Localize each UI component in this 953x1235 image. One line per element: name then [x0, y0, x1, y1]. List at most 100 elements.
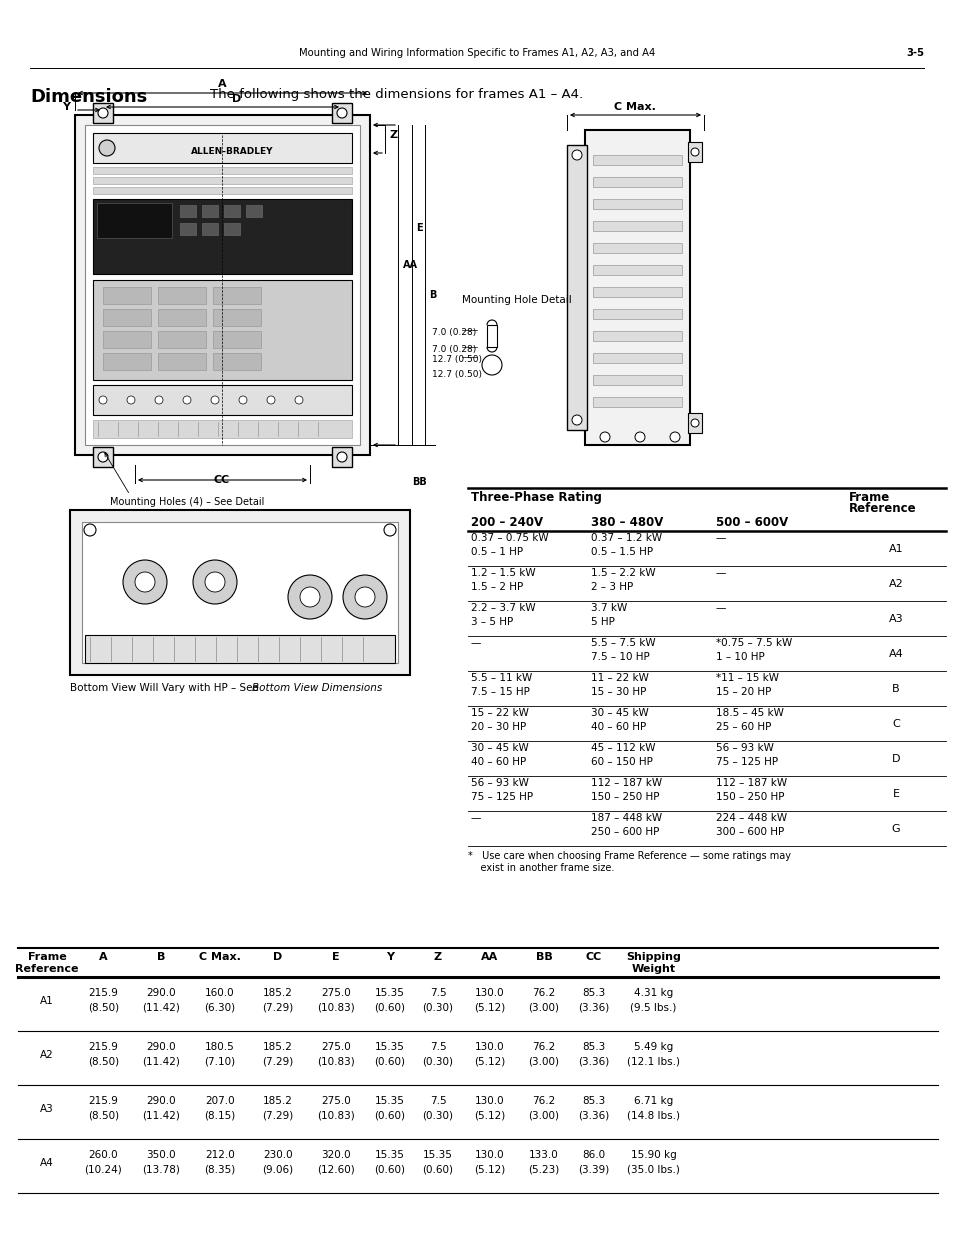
Text: 130.0: 130.0 [475, 1150, 504, 1160]
Text: (8.50): (8.50) [88, 1056, 119, 1066]
Text: 320.0: 320.0 [321, 1150, 351, 1160]
Text: 7.5: 7.5 [429, 988, 446, 998]
Text: A3: A3 [888, 614, 902, 624]
Text: B: B [891, 684, 899, 694]
Text: (3.36): (3.36) [578, 1056, 609, 1066]
Circle shape [98, 452, 108, 462]
Bar [92, 186, 352, 194]
Text: 1.5 – 2 HP: 1.5 – 2 HP [471, 582, 522, 592]
Text: 130.0: 130.0 [475, 988, 504, 998]
Text: 15.35: 15.35 [375, 1042, 404, 1052]
Text: Reference: Reference [848, 501, 916, 515]
Text: 290.0: 290.0 [146, 1042, 175, 1052]
Circle shape [481, 354, 501, 375]
Text: 200 – 240V: 200 – 240V [471, 516, 542, 529]
Bar [82, 522, 397, 663]
Circle shape [84, 524, 96, 536]
Text: 15.35: 15.35 [422, 1150, 453, 1160]
Text: (9.06): (9.06) [262, 1165, 294, 1174]
Bar [687, 142, 701, 162]
Text: CC: CC [213, 475, 230, 485]
Text: —: — [716, 568, 725, 578]
Circle shape [635, 432, 644, 442]
Circle shape [123, 559, 167, 604]
Text: 133.0: 133.0 [529, 1150, 558, 1160]
Text: 250 – 600 HP: 250 – 600 HP [590, 827, 659, 837]
Text: 76.2: 76.2 [532, 1042, 555, 1052]
Text: 212.0: 212.0 [205, 1150, 234, 1160]
Bar [246, 205, 262, 217]
Bar [202, 224, 218, 235]
Text: 40 – 60 HP: 40 – 60 HP [471, 757, 526, 767]
Text: Mounting Holes (4) – See Detail: Mounting Holes (4) – See Detail [110, 496, 264, 508]
Text: 185.2: 185.2 [263, 1095, 293, 1107]
Bar [593, 221, 681, 231]
Text: 275.0: 275.0 [321, 1095, 351, 1107]
Text: (0.30): (0.30) [422, 1110, 453, 1120]
Text: 25 – 60 HP: 25 – 60 HP [716, 722, 771, 732]
Text: 150 – 250 HP: 150 – 250 HP [716, 792, 783, 802]
Bar [593, 309, 681, 319]
Bar [85, 635, 395, 663]
Text: (6.30): (6.30) [204, 1002, 235, 1011]
Text: 260.0: 260.0 [89, 1150, 118, 1160]
Text: 75 – 125 HP: 75 – 125 HP [716, 757, 778, 767]
Text: D: D [274, 952, 282, 962]
Bar [103, 287, 151, 304]
Text: CC: CC [585, 952, 601, 962]
Bar [202, 205, 218, 217]
Bar [213, 309, 261, 326]
Circle shape [384, 524, 395, 536]
Text: 3 – 5 HP: 3 – 5 HP [471, 618, 513, 627]
Text: B: B [156, 952, 165, 962]
Text: 215.9: 215.9 [89, 1095, 118, 1107]
Bar [85, 125, 359, 445]
Bar [593, 266, 681, 275]
Bar [687, 412, 701, 433]
Text: The following shows the dimensions for frames A1 – A4.: The following shows the dimensions for f… [210, 88, 582, 101]
Text: C Max.: C Max. [199, 952, 241, 962]
Text: 15 – 30 HP: 15 – 30 HP [590, 687, 646, 697]
Text: 7.5: 7.5 [429, 1095, 446, 1107]
Circle shape [669, 432, 679, 442]
Text: 7.5: 7.5 [429, 1042, 446, 1052]
Text: 60 – 150 HP: 60 – 150 HP [590, 757, 652, 767]
Text: (14.8 lbs.): (14.8 lbs.) [626, 1110, 679, 1120]
Text: 76.2: 76.2 [532, 988, 555, 998]
Text: *0.75 – 7.5 kW: *0.75 – 7.5 kW [716, 638, 791, 648]
Text: 7.5 – 10 HP: 7.5 – 10 HP [590, 652, 649, 662]
Text: Frame: Frame [848, 492, 889, 504]
Text: 56 – 93 kW: 56 – 93 kW [716, 743, 773, 753]
Text: 215.9: 215.9 [89, 988, 118, 998]
Text: (0.60): (0.60) [375, 1056, 405, 1066]
Text: 112 – 187 kW: 112 – 187 kW [716, 778, 786, 788]
Text: E: E [416, 224, 422, 233]
Circle shape [205, 572, 225, 592]
Bar [593, 156, 681, 165]
Text: 150 – 250 HP: 150 – 250 HP [590, 792, 659, 802]
Text: 20 – 30 HP: 20 – 30 HP [471, 722, 526, 732]
Text: (10.83): (10.83) [316, 1002, 355, 1011]
Circle shape [288, 576, 332, 619]
Text: Y: Y [386, 952, 394, 962]
Text: 3.7 kW: 3.7 kW [590, 603, 626, 613]
Text: Z: Z [390, 130, 397, 140]
Bar [213, 331, 261, 348]
Circle shape [572, 149, 581, 161]
Text: (8.50): (8.50) [88, 1110, 119, 1120]
Circle shape [99, 140, 115, 156]
Circle shape [99, 396, 107, 404]
Text: 5.5 – 11 kW: 5.5 – 11 kW [471, 673, 532, 683]
Text: 76.2: 76.2 [532, 1095, 555, 1107]
Text: 0.37 – 1.2 kW: 0.37 – 1.2 kW [590, 534, 661, 543]
Text: (5.12): (5.12) [474, 1056, 505, 1066]
Text: (0.30): (0.30) [422, 1056, 453, 1066]
Text: 130.0: 130.0 [475, 1042, 504, 1052]
Text: (12.1 lbs.): (12.1 lbs.) [626, 1056, 679, 1066]
Text: (0.60): (0.60) [375, 1002, 405, 1011]
Circle shape [239, 396, 247, 404]
Text: 4.31 kg: 4.31 kg [633, 988, 673, 998]
Text: Mounting Hole Detail: Mounting Hole Detail [461, 295, 571, 305]
Text: A: A [217, 79, 226, 89]
Text: (8.15): (8.15) [204, 1110, 235, 1120]
